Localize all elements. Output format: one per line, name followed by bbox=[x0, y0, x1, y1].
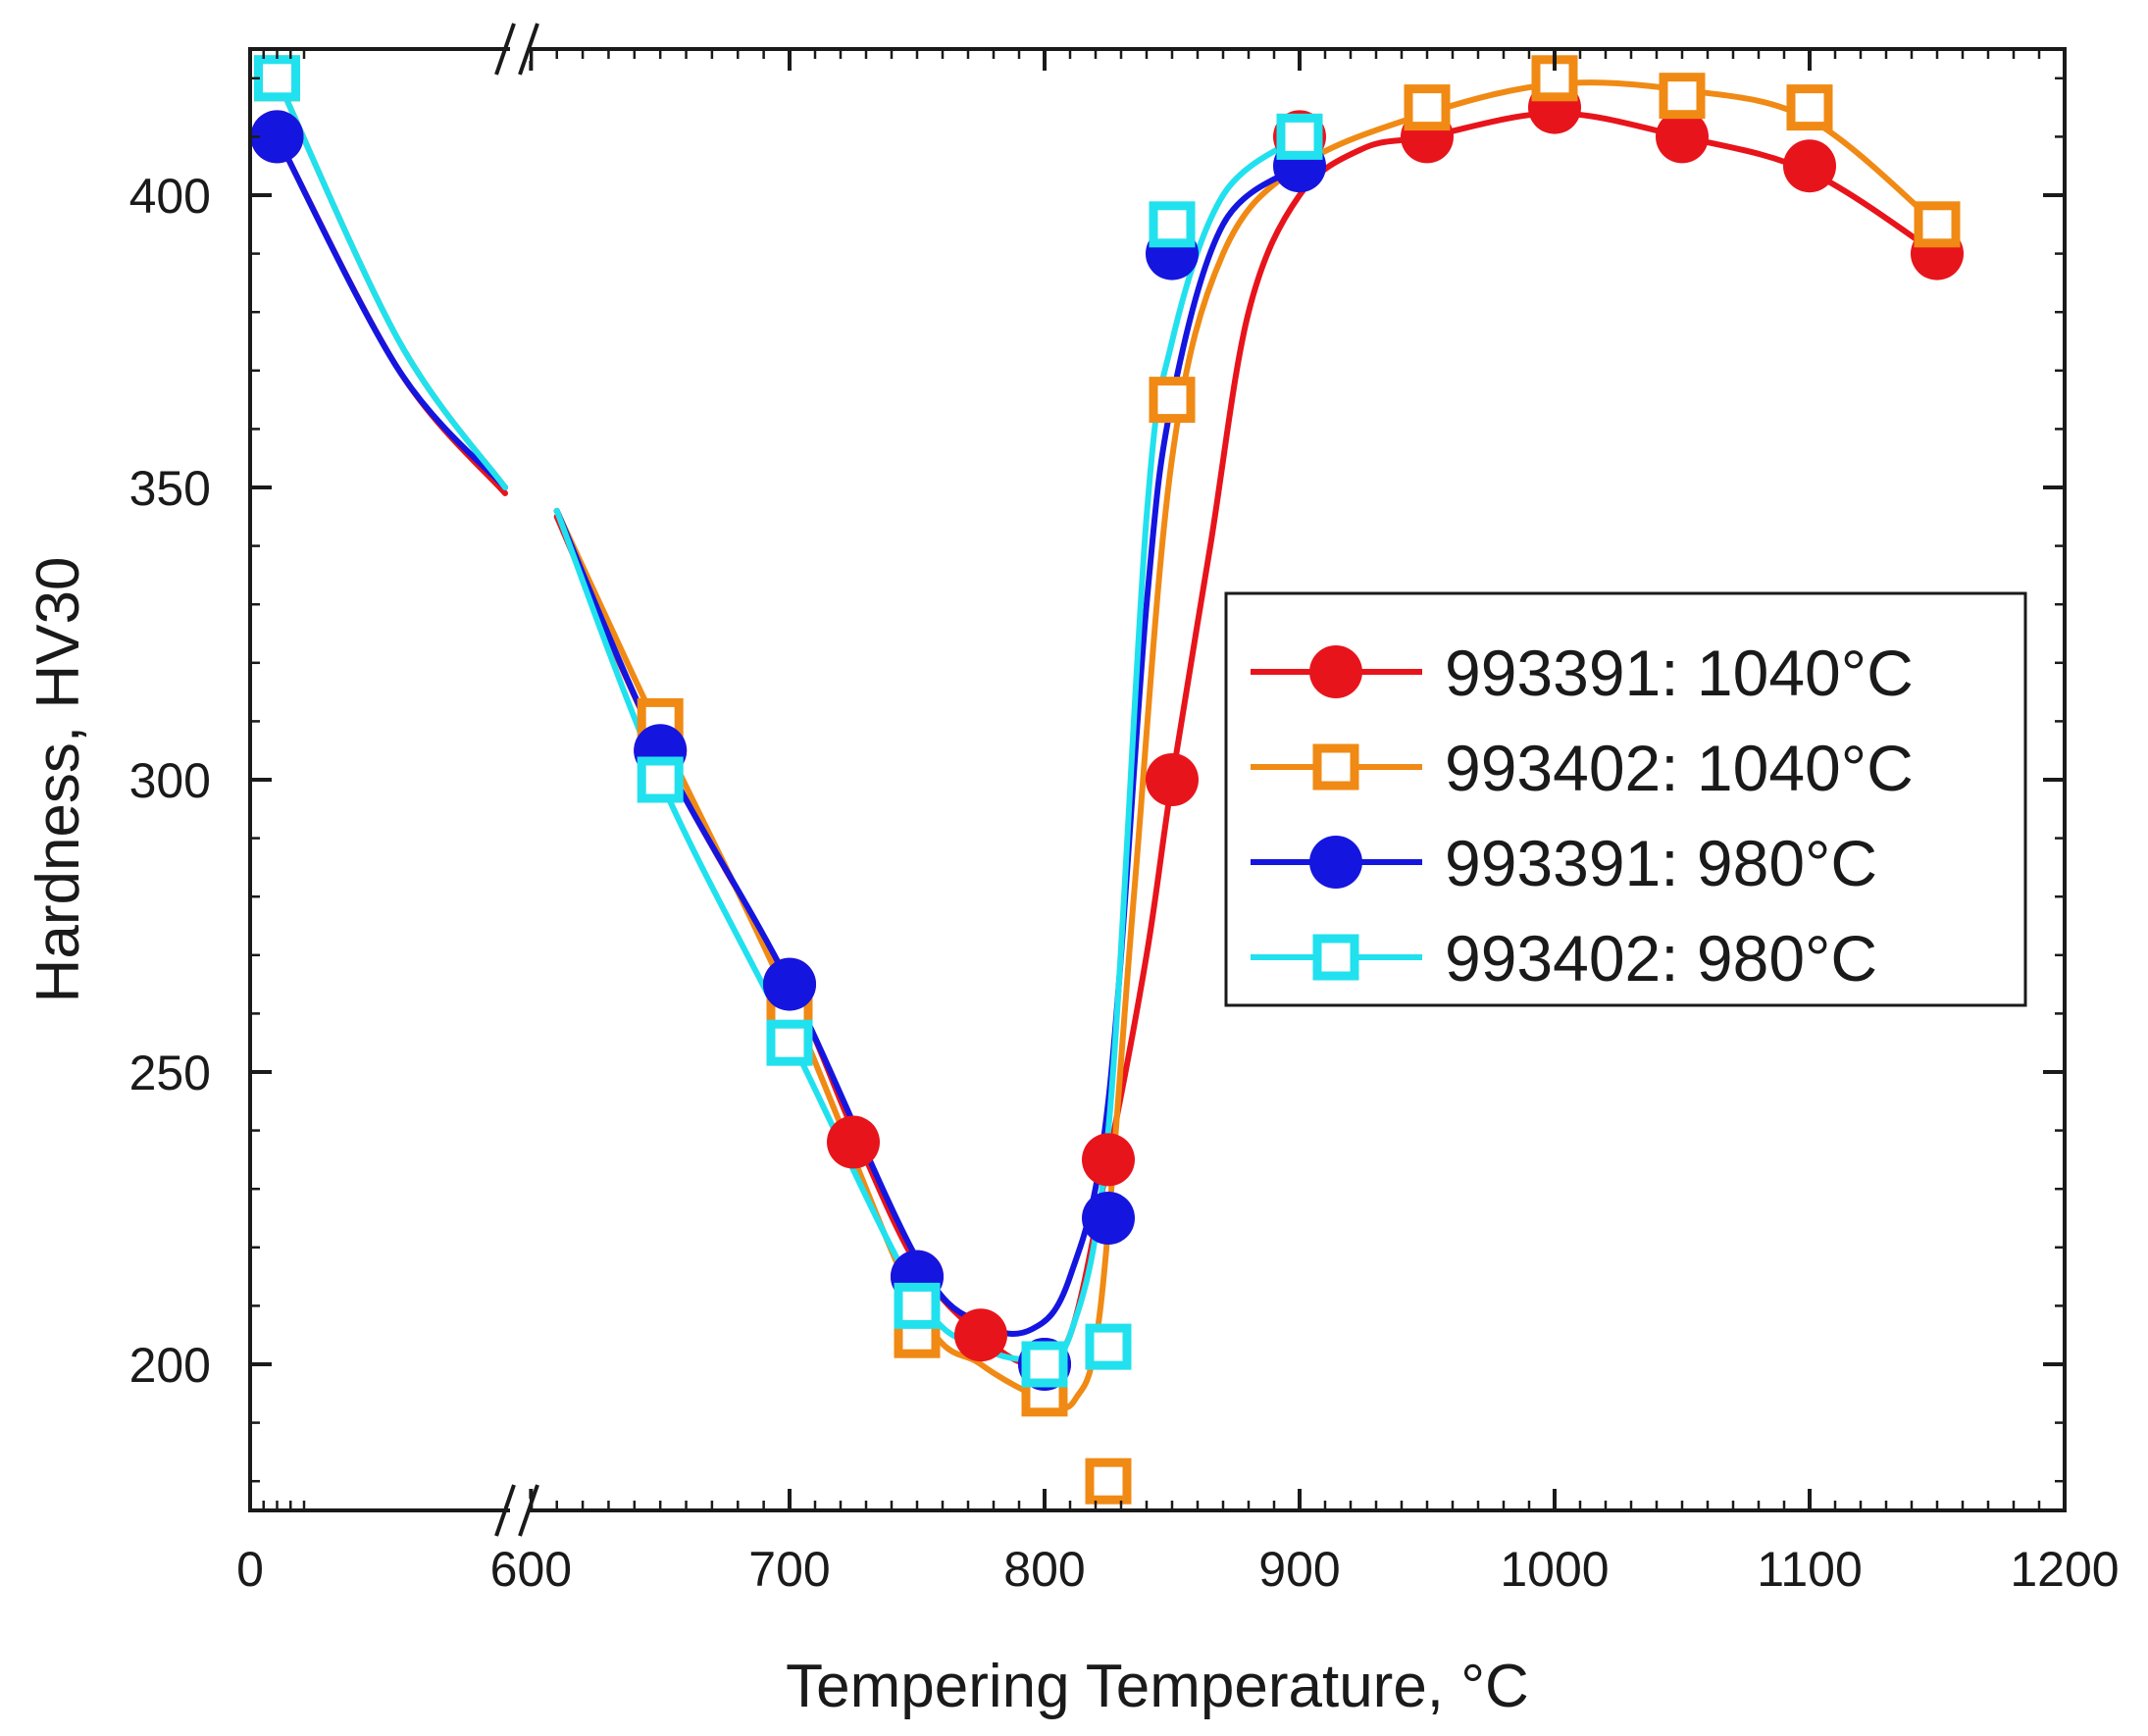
break-slash-1 bbox=[494, 23, 516, 76]
x-tick-label-6: 1000 bbox=[1500, 1542, 1609, 1597]
legend-marker-2 bbox=[1312, 743, 1359, 791]
data-point-series-2-13 bbox=[1914, 201, 1961, 248]
x-tick-label-8: 1200 bbox=[2010, 1542, 2119, 1597]
y-tick-label-2: 250 bbox=[129, 1046, 211, 1100]
data-point-series-4-8 bbox=[1276, 113, 1323, 160]
data-point-series-1-14 bbox=[1783, 139, 1836, 193]
legend-marker-1 bbox=[1309, 645, 1362, 698]
x-tick-label-4: 800 bbox=[1003, 1542, 1085, 1597]
data-point-series-4-3 bbox=[766, 1019, 813, 1066]
data-point-series-4-2 bbox=[637, 756, 684, 803]
break-slash-4 bbox=[518, 1484, 539, 1537]
legend-box bbox=[1224, 591, 2027, 1007]
legend-marker-4 bbox=[1312, 934, 1359, 981]
legend-label-3: 993391: 980°C bbox=[1445, 827, 1877, 899]
data-point-series-2-9 bbox=[1404, 84, 1451, 131]
legend: 993391: 1040°C 993402: 1040°C 993391: 980°… bbox=[1224, 591, 2027, 1007]
legend-label-2: 993402: 1040°C bbox=[1445, 732, 1914, 804]
data-point-series-1-8 bbox=[1082, 1133, 1135, 1187]
data-point-series-2-6 bbox=[1085, 1457, 1132, 1505]
y-axis-label: Hardness, HV30 bbox=[25, 557, 92, 1003]
data-point-series-3-1 bbox=[250, 110, 304, 164]
x-tick-label-5: 900 bbox=[1258, 1542, 1340, 1597]
data-point-series-2-11 bbox=[1659, 73, 1706, 120]
data-point-series-4-7 bbox=[1149, 201, 1196, 248]
y-tick-label-1: 200 bbox=[129, 1338, 211, 1393]
data-point-series-4-6 bbox=[1085, 1323, 1132, 1370]
data-point-series-1-13 bbox=[1656, 110, 1709, 164]
x-tick-label-7: 1100 bbox=[1757, 1542, 1863, 1597]
data-point-series-2-12 bbox=[1786, 84, 1833, 131]
data-point-series-2-7 bbox=[1149, 377, 1196, 424]
data-point-series-1-9 bbox=[1146, 753, 1199, 806]
data-point-series-1-6 bbox=[954, 1308, 1007, 1362]
data-point-series-3-6 bbox=[1082, 1192, 1135, 1245]
series-curve-3-part-1 bbox=[274, 133, 508, 490]
legend-label-1: 993391: 1040°C bbox=[1445, 637, 1914, 709]
data-point-series-4-5 bbox=[1021, 1341, 1068, 1388]
axis-ticks bbox=[248, 49, 2067, 1510]
break-slash-2 bbox=[518, 23, 539, 76]
y-tick-label-5: 400 bbox=[129, 169, 211, 224]
data-point-series-3-3 bbox=[763, 957, 816, 1011]
x-axis-label: Tempering Temperature, °C bbox=[786, 1653, 1529, 1720]
y-tick-label-4: 350 bbox=[129, 461, 211, 516]
x-tick-label-1: 0 bbox=[236, 1542, 264, 1597]
legend-label-4: 993402: 980°C bbox=[1445, 922, 1877, 995]
data-point-series-4-4 bbox=[894, 1282, 941, 1329]
data-point-series-4-1 bbox=[254, 55, 300, 102]
x-tick-label-3: 700 bbox=[748, 1542, 830, 1597]
legend-marker-3 bbox=[1309, 836, 1362, 889]
axis-break-marks bbox=[494, 23, 539, 1537]
y-tick-label-3: 300 bbox=[129, 753, 211, 808]
data-point-series-1-4 bbox=[827, 1115, 880, 1169]
break-slash-3 bbox=[494, 1484, 516, 1537]
series-markers bbox=[250, 55, 1964, 1505]
tick-labels: 0 600 700 800 900 1000 1100 1200 200 250 300 350 400 bbox=[129, 169, 2120, 1597]
x-tick-label-2: 600 bbox=[490, 1542, 572, 1597]
